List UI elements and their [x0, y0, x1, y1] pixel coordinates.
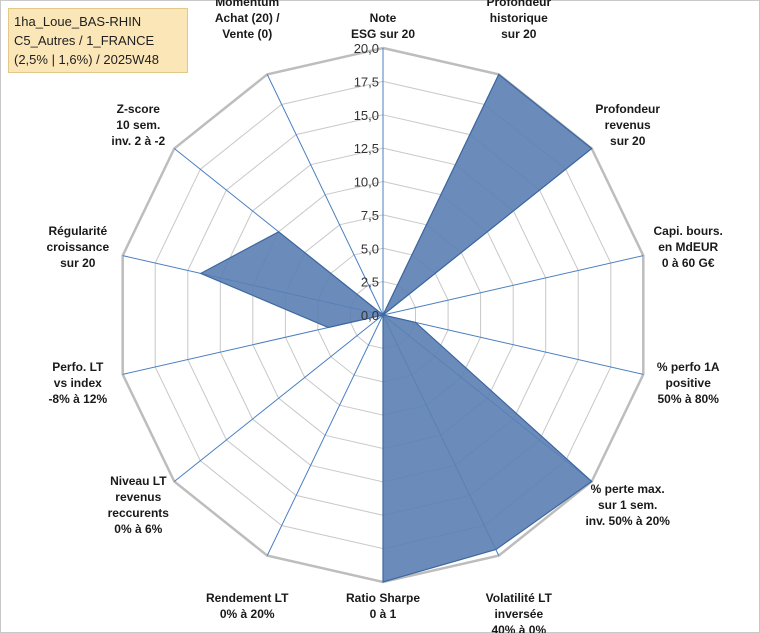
tick-label: 10,0	[354, 175, 379, 190]
axis-label-2: Profondeur revenus sur 20	[595, 102, 660, 148]
tick-label: 5,0	[361, 241, 379, 256]
axis-label-11: Régularité croissance sur 20	[46, 224, 109, 270]
spoke-3	[382, 255, 644, 316]
tick-label: 0,0	[361, 308, 379, 323]
radar-series	[199, 73, 593, 583]
series-area	[199, 73, 593, 583]
spoke-8	[266, 314, 384, 556]
axis-label-6: Volatilité LT inversée 40% à 0%	[486, 591, 553, 633]
fund-category: C5_Autres / 1_FRANCE	[14, 33, 155, 48]
axis-label-12: Z-score 10 sem. inv. 2 à -2	[111, 102, 165, 148]
radar-tick-labels: 0,0 2,5 5,0 7,5 10,0 12,5 15,0 17,5 20,0	[354, 41, 379, 323]
spoke-9	[173, 314, 384, 482]
tick-label: 7,5	[361, 208, 379, 223]
fund-name: 1ha_Loue_BAS-RHIN	[14, 14, 142, 29]
tick-label: 12,5	[354, 141, 379, 156]
radar-axis-labels: Note ESG sur 20 Profondeur historique sur 20…	[46, 0, 722, 633]
axis-label-3: Capi. bours. en MdEUR 0 à 60 G€	[654, 224, 723, 270]
fund-period: (2,5% | 1,6%) / 2025W48	[14, 52, 160, 67]
axis-label-8: Rendement LT 0% à 20%	[206, 591, 289, 621]
tick-label: 15,0	[354, 108, 379, 123]
axis-label-4: % perfo 1A positive 50% à 80%	[657, 360, 720, 406]
spoke-4	[382, 314, 644, 375]
tick-label: 20,0	[354, 41, 379, 56]
axis-label-7: Ratio Sharpe 0 à 1	[346, 591, 420, 621]
tick-label: 17,5	[354, 74, 379, 89]
axis-label-10: Perfo. LT vs index -8% à 12%	[48, 360, 107, 406]
tick-label: 2,5	[361, 275, 379, 290]
axis-label-0: Note ESG sur 20	[351, 11, 415, 41]
axis-label-13: Momentum Achat (20) / Vente (0)	[215, 0, 280, 41]
axis-label-9: Niveau LT revenus reccurents 0% à 6%	[108, 474, 170, 536]
axis-label-5: % perte max. sur 1 sem. inv. 50% à 20%	[585, 482, 670, 528]
axis-label-1: Profondeur historique sur 20	[486, 0, 551, 41]
spoke-13	[266, 74, 384, 316]
fund-info-box: 1ha_Loue_BAS-RHIN C5_Autres / 1_FRANCE (…	[8, 8, 188, 73]
